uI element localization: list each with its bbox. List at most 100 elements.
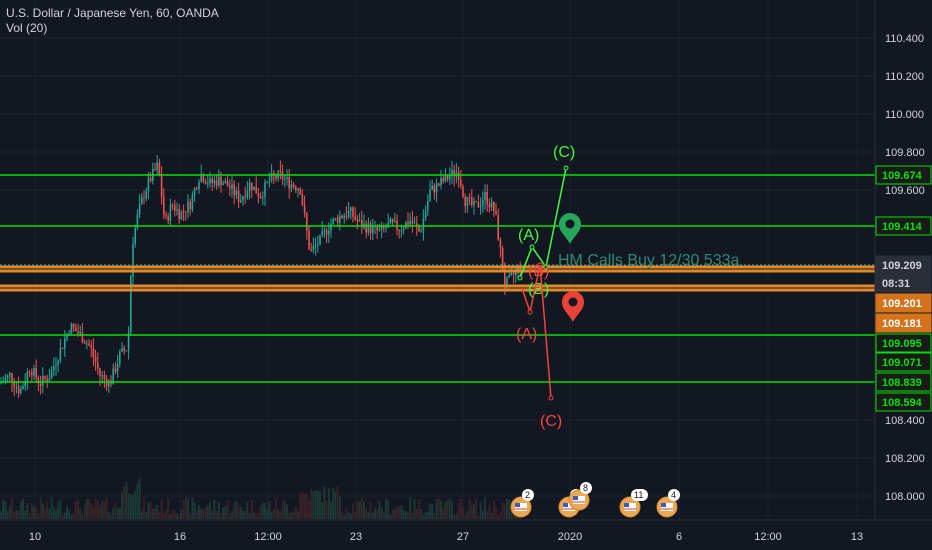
price-tick-label: 108.200: [885, 453, 925, 465]
price-tag[interactable]: 109.209: [875, 255, 932, 275]
candle-body: [312, 246, 315, 250]
chart-legend: U.S. Dollar / Japanese Yen, 60, OANDA Vo…: [6, 6, 219, 36]
price-tag[interactable]: 109.201: [875, 293, 932, 313]
volume-bar: [457, 503, 460, 519]
time-axis[interactable]: 10 16 12:00 23 27 2020 6 12:00 13: [0, 519, 932, 550]
volume-bar: [198, 505, 200, 519]
candle-body: [257, 193, 260, 198]
volume-bar: [105, 497, 108, 519]
volume-bar: [37, 512, 40, 519]
volume-bar: [440, 500, 442, 519]
red-pin-icon[interactable]: [562, 291, 584, 322]
volume-bar: [292, 512, 295, 519]
price-tag[interactable]: 08:31: [875, 273, 932, 293]
green-wave-path[interactable]: [519, 167, 567, 279]
volume-bar: [33, 506, 35, 519]
volume-bar: [112, 507, 115, 519]
green-wave-point[interactable]: [517, 275, 523, 281]
volume-bar: [325, 500, 328, 519]
candle-body: [336, 217, 339, 223]
volume-bar: [391, 509, 394, 519]
volume-bar: [404, 511, 407, 519]
price-tag[interactable]: 108.594: [875, 392, 932, 412]
price-tag[interactable]: 109.071: [875, 352, 932, 372]
red-wave-projection[interactable]: (B) (A) (C): [516, 262, 562, 430]
red-wave-path[interactable]: [521, 264, 552, 399]
red-wave-point[interactable]: [548, 395, 554, 401]
us-flag-icon[interactable]: 11: [619, 489, 648, 518]
volume-bar: [371, 512, 374, 519]
price-axis[interactable]: 110.400 110.200 110.000 109.800 109.600 108.4…: [874, 0, 932, 520]
candle-body: [158, 162, 161, 176]
candle-body: [413, 223, 416, 225]
candle-body: [176, 209, 178, 211]
candle-body: [53, 366, 55, 371]
volume-bar: [180, 509, 183, 519]
volume-bar: [398, 506, 401, 519]
volume-bar: [402, 510, 405, 519]
price-tag[interactable]: 108.839: [875, 372, 932, 392]
candle-body: [6, 375, 9, 378]
us-flag-icon[interactable]: 4: [656, 489, 680, 518]
volume-bar: [206, 505, 209, 519]
price-tag[interactable]: 109.181: [875, 313, 932, 333]
green-wave-point[interactable]: [563, 165, 569, 171]
volume-bar: [477, 514, 480, 519]
candle-body: [453, 170, 455, 177]
volume-bar: [147, 502, 150, 519]
volume-bar: [400, 505, 403, 519]
horizontal-levels[interactable]: [0, 174, 875, 383]
price-tag-label: 109.095: [882, 338, 922, 350]
candle-body: [202, 174, 205, 182]
red-wave-point[interactable]: [527, 309, 533, 315]
volume-bar: [158, 512, 161, 519]
candle-body: [20, 388, 22, 394]
candle-body: [68, 333, 70, 335]
volume-bar: [345, 507, 348, 519]
green-wave-point[interactable]: [543, 264, 549, 270]
candle-body: [292, 184, 295, 187]
candle-body: [295, 186, 297, 191]
candle-body: [468, 197, 471, 199]
volume-bar: [385, 498, 387, 519]
candle-body: [358, 220, 361, 222]
green-wave-point[interactable]: [529, 244, 535, 250]
volume-bar: [11, 497, 13, 519]
volume-bar: [424, 512, 427, 519]
volume-bar: [426, 511, 429, 519]
price-tag[interactable]: 109.095: [875, 333, 932, 353]
volume-bar: [250, 499, 253, 519]
green-wave-label-c: (C): [553, 144, 575, 161]
volume-bar: [66, 506, 68, 519]
volume-bar: [231, 510, 233, 519]
volume-bar: [429, 503, 431, 519]
candle-body: [79, 332, 81, 334]
symbol-title[interactable]: U.S. Dollar / Japanese Yen, 60, OANDA: [6, 6, 219, 20]
candle-body: [422, 218, 425, 231]
candle-body: [319, 234, 321, 245]
candle-body: [394, 220, 396, 222]
note-label[interactable]: HM Calls Buy 12/30 533a: [558, 252, 740, 269]
candle-body: [440, 178, 442, 186]
economic-events[interactable]: 228114: [510, 482, 680, 518]
candle-body: [490, 201, 493, 208]
indicator-label[interactable]: Vol (20): [6, 21, 48, 35]
red-wave-point[interactable]: [537, 262, 543, 268]
volume-bar: [279, 511, 282, 519]
green-pin-icon[interactable]: [559, 213, 581, 244]
price-tag[interactable]: 109.674: [875, 165, 932, 185]
candle-body: [314, 245, 317, 247]
volume-bar: [418, 499, 420, 519]
candle-body: [398, 229, 400, 231]
candle-body: [420, 230, 422, 232]
price-tag[interactable]: 109.414: [875, 216, 932, 236]
volume-bar: [510, 510, 513, 519]
volume-bar: [497, 513, 500, 519]
time-tick-label: 2020: [558, 531, 582, 543]
candle-body: [471, 197, 473, 205]
us-flag-icon[interactable]: 2: [510, 489, 534, 518]
us-flag-icon[interactable]: 8: [568, 482, 592, 511]
volume-bar: [204, 507, 207, 519]
